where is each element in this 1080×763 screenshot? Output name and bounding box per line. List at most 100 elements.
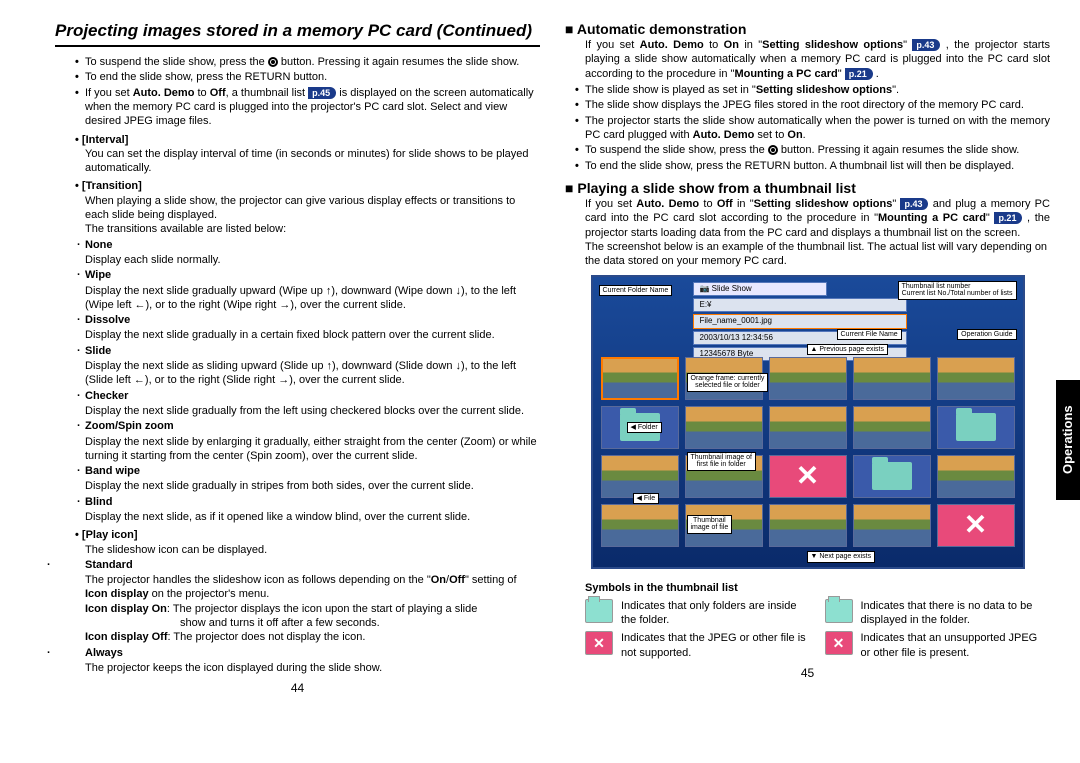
transition-blind: Blind [85,495,540,509]
playicon-head: • [Play icon] [55,528,540,542]
transition-slide: Slide [85,344,540,358]
auto-bullet-4: To suspend the slide show, press the but… [585,143,1050,157]
transition-desc: Display the next slide gradually upward … [85,284,540,313]
pageref-45: p.45 [308,87,336,99]
symbols-head: Symbols in the thumbnail list [565,581,1050,595]
thumbnail-cell [853,406,931,449]
symbol-cell: Indicates that only folders are inside t… [585,599,811,628]
anno-current-folder: Current Folder Name [599,285,673,297]
play-button-icon-2 [768,145,778,155]
page-title: Projecting images stored in a memory PC … [55,20,540,47]
play-thumbnail-body-2: The screenshot below is an example of th… [565,240,1050,269]
thumbnail-cell [937,455,1015,498]
pageref-21a: p.21 [845,68,873,80]
transition-head: • [Transition] [55,179,540,193]
transition-desc: Display the next slide gradually in stri… [85,479,540,493]
page-spread: Projecting images stored in a memory PC … [0,0,1080,707]
symbol-text: Indicates that the JPEG or other file is… [621,631,811,660]
page-number-left: 44 [55,681,540,697]
standard-head: Standard [85,559,133,571]
transition-desc: Display the next slide, as if it opened … [85,510,540,524]
thumbnail-cell [937,406,1015,449]
folder-icon [825,599,853,623]
bullet-autodemo-off: If you set Auto. Demo to Off, a thumbnai… [85,86,540,129]
folder-icon [585,599,613,623]
thumbnail-cell [769,504,847,547]
thumbnail-cell [601,504,679,547]
anno-thumb-first: Thumbnail image of first file in folder [687,452,756,471]
pageref-21b: p.21 [994,212,1022,224]
bullet-end: To end the slide show, press the RETURN … [85,70,540,84]
always-body: The projector keeps the icon displayed d… [55,661,540,675]
transition-dissolve: Dissolve [85,313,540,327]
transition-desc: Display the next slide by enlarging it g… [85,435,540,464]
transition-body-2: The transitions available are listed bel… [55,222,540,236]
interval-body: You can set the display interval of time… [55,147,540,176]
icon-display-on: Icon display On: The projector displays … [55,602,540,631]
thumbnail-cell: ✕ [769,455,847,498]
play-thumbnail-body: If you set Auto. Demo to Off in "Setting… [565,197,1050,240]
hdr-path: E:¥ [693,298,907,312]
anno-folder: ◀ Folder [627,422,662,434]
symbol-text: Indicates that only folders are inside t… [621,599,811,628]
left-column: Projecting images stored in a memory PC … [55,20,540,697]
anno-current-file-name: Current File Name [837,329,902,341]
auto-demo-head: Automatic demonstration [565,20,1050,38]
symbol-text: Indicates that there is no data to be di… [861,599,1051,628]
anno-file: ◀ File [633,493,660,505]
transition-band-wipe: Band wipe [85,464,540,478]
bullet-suspend: To suspend the slide show, press the but… [85,55,540,69]
auto-demo-body: If you set Auto. Demo to On in "Setting … [565,38,1050,81]
always-head: Always [85,647,123,659]
hdr-filename: File_name_0001.jpg [693,314,907,328]
transition-desc: Display the next slide as sliding upward… [85,359,540,388]
thumbnail-cell [853,504,931,547]
symbol-cell: ✕ Indicates that the JPEG or other file i… [585,631,811,660]
auto-bullet-5: To end the slide show, press the RETURN … [585,159,1050,173]
standard-body: The projector handles the slideshow icon… [55,573,540,602]
symbol-cell: ✕ Indicates that an unsupported JPEG or o… [825,631,1051,660]
anno-thumb-list-number: Thumbnail list numberCurrent list No./To… [898,281,1017,300]
thumbnail-cell [853,455,931,498]
anno-thumb-file: Thumbnail image of file [687,515,733,534]
transition-desc: Display the next slide gradually in a ce… [85,328,540,342]
pageref-43b: p.43 [900,198,928,210]
anno-orange-frame: Orange frame: currently selected file or… [687,373,769,392]
transition-desc: Display the next slide gradually from th… [85,404,540,418]
thumbnail-list-screenshot: 📷 Slide Show E:¥ File_name_0001.jpg 2003… [591,275,1025,569]
anno-operation-guide: Operation Guide [957,329,1016,341]
thumbnail-cell [769,406,847,449]
right-column: Automatic demonstration If you set Auto.… [565,20,1050,697]
anno-next-page: ▼ Next page exists [807,551,876,563]
unsupported-icon: ✕ [825,631,853,655]
thumbnail-cell [853,357,931,400]
transition-wipe: Wipe [85,268,540,282]
thumbnail-cell [937,357,1015,400]
thumbnail-cell [601,455,679,498]
thumbnail-cell [601,357,679,400]
symbol-cell: Indicates that there is no data to be di… [825,599,1051,628]
hdr-slideshow: 📷 Slide Show [693,282,827,296]
auto-bullet-3: The projector starts the slide show auto… [585,114,1050,143]
side-tab-operations: Operations [1056,380,1080,500]
auto-bullet-1: The slide show is played as set in "Sett… [585,83,1050,97]
transition-desc: Display each slide normally. [85,253,540,267]
transition-body-1: When playing a slide show, the projector… [55,194,540,223]
icon-display-off: Icon display Off: The projector does not… [55,630,540,644]
play-thumbnail-head: Playing a slide show from a thumbnail li… [565,179,1050,197]
thumbnail-cell [685,406,763,449]
unsupported-icon: ✕ [585,631,613,655]
auto-bullet-2: The slide show displays the JPEG files s… [585,98,1050,112]
play-button-icon [268,57,278,67]
symbol-text: Indicates that an unsupported JPEG or ot… [861,631,1051,660]
thumbnail-cell [769,357,847,400]
playicon-body: The slideshow icon can be displayed. [55,543,540,557]
transition-checker: Checker [85,389,540,403]
page-number-right: 45 [565,666,1050,682]
transition-none: None [85,238,540,252]
interval-head: • [Interval] [55,133,540,147]
anno-prev-page: ▲ Previous page exists [807,344,888,356]
thumbnail-cell: ✕ [937,504,1015,547]
transition-zoom-spin-zoom: Zoom/Spin zoom [85,419,540,433]
pageref-43a: p.43 [912,39,940,51]
